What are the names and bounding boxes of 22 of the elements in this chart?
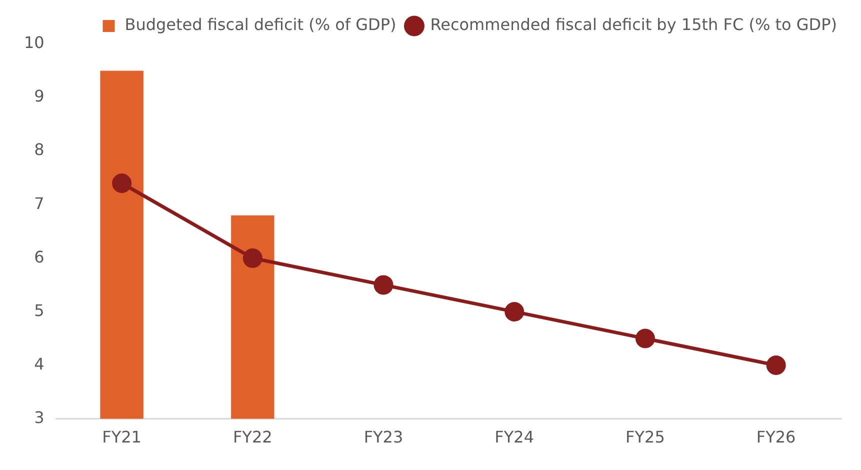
y-tick-label: 6 <box>34 247 44 266</box>
point <box>374 275 394 295</box>
x-tick-label: FY26 <box>756 428 796 447</box>
point <box>504 302 524 322</box>
y-tick-label: 4 <box>34 354 44 374</box>
x-tick-label: FY21 <box>102 428 142 447</box>
x-tick-label: FY23 <box>364 428 404 447</box>
legend-label: Recommended fiscal deficit by 15th FC (% to GDP) <box>430 15 838 34</box>
y-tick-label: 10 <box>24 33 44 52</box>
x-tick-label: FY22 <box>232 428 272 447</box>
y-tick-label: 3 <box>34 408 44 427</box>
x-tick-label: FY24 <box>494 428 534 447</box>
point <box>242 248 262 268</box>
y-tick-label: 5 <box>34 300 44 320</box>
legend-label: Budgeted fiscal deficit (% of GDP) <box>124 15 396 34</box>
x-tick-label: FY25 <box>626 428 665 447</box>
y-tick-label: 7 <box>34 194 44 213</box>
point <box>635 328 655 348</box>
point <box>112 173 132 193</box>
point <box>766 356 786 376</box>
y-tick-label: 8 <box>34 140 44 160</box>
y-tick-label: 9 <box>34 86 44 106</box>
